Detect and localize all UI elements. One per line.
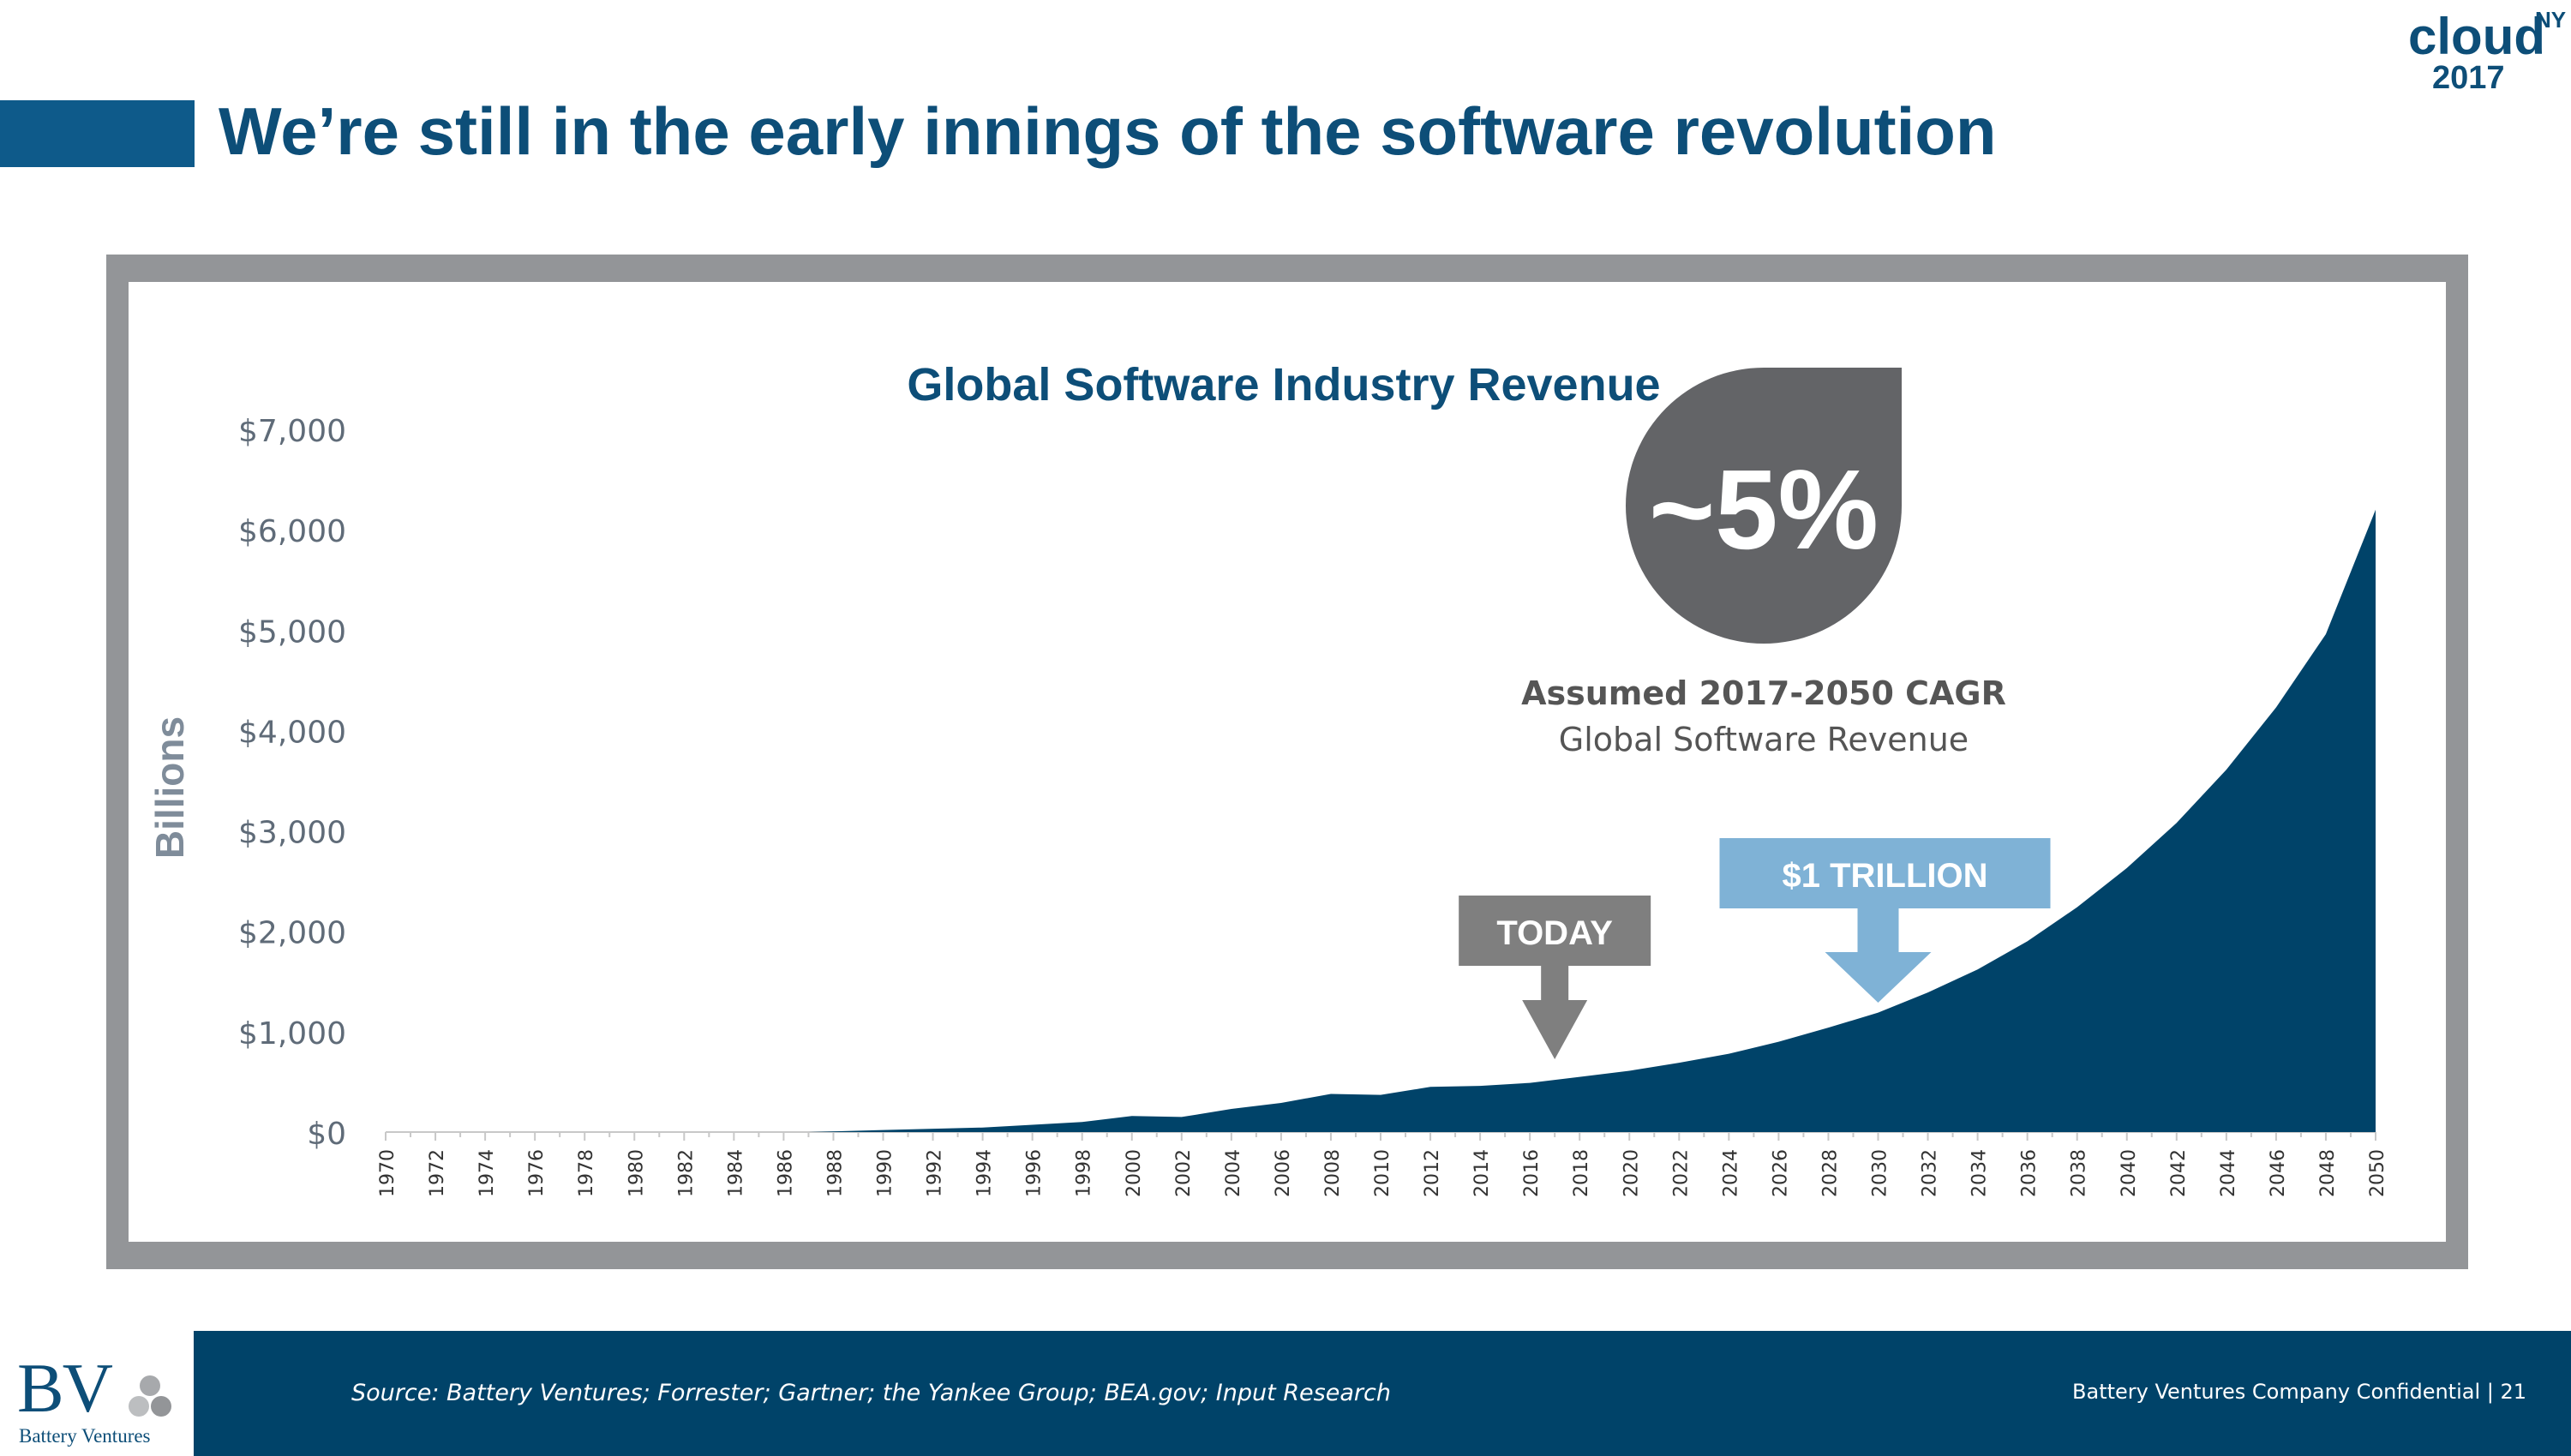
x-tick-label: 2016	[1521, 1149, 1543, 1197]
x-tick-label: 2044	[2218, 1149, 2239, 1197]
x-tick-label: 2036	[2019, 1149, 2041, 1197]
logo-company-name: Battery Ventures	[19, 1425, 151, 1447]
chart-frame: Global Software Industry Revenue Billion…	[106, 255, 2468, 1269]
today-arrow-icon	[1522, 966, 1588, 1059]
x-tick-label: 1972	[427, 1149, 448, 1197]
x-axis-ticks: 1970 1972 1974 1976 1978 1980 1982 1984 1986 1988…	[377, 1131, 2388, 1197]
cagr-value: ~5%	[1649, 446, 1879, 572]
cloud-ny-2017-logo: cloud NY 2017	[2400, 7, 2567, 101]
x-tick-label: 2022	[1670, 1149, 1692, 1197]
x-tick-label: 1984	[725, 1149, 746, 1197]
x-tick-label: 1980	[626, 1149, 647, 1197]
y-axis-ticks: $0 $1,000 $2,000 $3,000 $4,000 $5,000 $6,000 $7…	[238, 414, 346, 1152]
revenue-area-chart: Global Software Industry Revenue Billion…	[147, 359, 2388, 1197]
y-tick-label: $2,000	[238, 916, 346, 951]
y-tick-label: $1,000	[238, 1016, 346, 1052]
x-tick-label: 1976	[526, 1149, 548, 1197]
y-tick-label: $7,000	[238, 414, 346, 449]
x-tick-label: 2040	[2119, 1149, 2140, 1197]
logo-letters: BV	[17, 1349, 113, 1427]
footer-bar	[0, 1331, 2571, 1456]
x-tick-label: 1988	[824, 1149, 846, 1197]
x-tick-label: 2000	[1124, 1149, 1145, 1197]
x-tick-label: 1982	[675, 1149, 697, 1197]
y-tick-label: $4,000	[238, 715, 346, 750]
logo-dots-icon	[129, 1375, 171, 1417]
x-tick-label: 2010	[1372, 1149, 1393, 1197]
x-tick-label: 2020	[1621, 1149, 1642, 1197]
today-label: TODAY	[1496, 914, 1613, 952]
x-tick-label: 2024	[1720, 1149, 1741, 1197]
x-tick-label: 2048	[2317, 1149, 2339, 1197]
title-accent-bar	[0, 100, 195, 167]
y-tick-label: $6,000	[238, 514, 346, 549]
slide-title: We’re still in the early innings of the …	[219, 93, 1997, 169]
x-tick-label: 2030	[1870, 1149, 1891, 1197]
source-note: Source: Battery Ventures; Forrester; Gar…	[351, 1380, 1391, 1406]
x-tick-label: 1996	[1024, 1149, 1046, 1197]
x-tick-label: 1990	[875, 1149, 896, 1197]
cagr-badge	[1626, 368, 1902, 644]
chart-title: Global Software Industry Revenue	[907, 359, 1660, 410]
event-logo-word: cloud	[2408, 8, 2545, 65]
revenue-area	[386, 509, 2376, 1132]
trillion-label: $1 TRILLION	[1782, 857, 1987, 895]
x-tick-label: 1970	[377, 1149, 399, 1197]
x-tick-label: 2050	[2367, 1149, 2388, 1197]
cagr-sublabel: Global Software Revenue	[1559, 721, 1969, 758]
area-layer	[386, 509, 2376, 1132]
x-tick-label: 2006	[1273, 1149, 1294, 1197]
trillion-arrow-icon	[1825, 908, 1932, 1003]
x-tick-label: 2028	[1819, 1149, 1841, 1197]
x-tick-label: 2032	[1920, 1149, 1941, 1197]
chart-panel: Global Software Industry Revenue Billion…	[129, 282, 2446, 1242]
x-tick-label: 2042	[2168, 1149, 2190, 1197]
x-tick-label: 2008	[1322, 1149, 1344, 1197]
x-tick-label: 2046	[2268, 1149, 2289, 1197]
y-tick-label: $5,000	[238, 614, 346, 650]
x-tick-label: 2038	[2069, 1149, 2090, 1197]
x-tick-label: 2004	[1223, 1149, 1244, 1197]
today-callout-box	[1459, 896, 1651, 966]
y-axis-label: Billions	[147, 716, 192, 859]
x-tick-label: 1986	[775, 1149, 796, 1197]
battery-ventures-logo: BV Battery Ventures	[0, 1331, 194, 1456]
x-tick-label: 2002	[1173, 1149, 1195, 1197]
y-tick-label: $0	[307, 1117, 346, 1152]
trillion-callout-box	[1719, 838, 2051, 908]
event-logo-year: 2017	[2432, 60, 2505, 96]
event-logo-superscript: NY	[2535, 7, 2567, 33]
cagr-label: Assumed 2017-2050 CAGR	[1521, 674, 2006, 712]
x-tick-label: 1998	[1074, 1149, 1095, 1197]
annotation-layer: ~5% Assumed 2017-2050 CAGR Global Software…	[1459, 368, 2051, 1059]
y-tick-label: $3,000	[238, 816, 346, 851]
x-tick-label: 1974	[476, 1149, 498, 1197]
confidential-page-number: Battery Ventures Company Confidential | …	[2072, 1380, 2526, 1404]
x-tick-label: 2026	[1770, 1149, 1791, 1197]
x-tick-label: 1992	[925, 1149, 946, 1197]
x-tick-label: 2012	[1422, 1149, 1443, 1197]
x-tick-label: 2014	[1471, 1149, 1493, 1197]
x-tick-label: 2034	[1969, 1149, 1991, 1197]
x-tick-label: 2018	[1571, 1149, 1592, 1197]
x-tick-label: 1978	[576, 1149, 597, 1197]
x-tick-label: 1994	[974, 1149, 996, 1197]
